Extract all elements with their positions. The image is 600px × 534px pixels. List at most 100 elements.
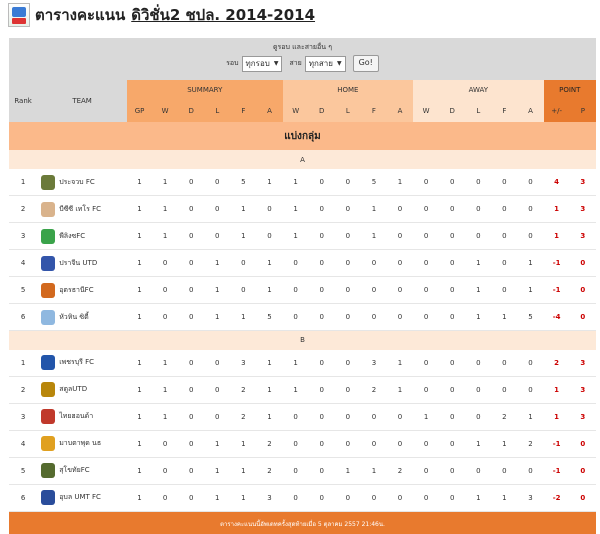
stat-cell: 1 bbox=[491, 430, 518, 458]
stat-cell: 0 bbox=[386, 195, 414, 223]
stat-cell: 1 bbox=[386, 169, 414, 196]
stat-cell: 1 bbox=[230, 484, 257, 512]
team-crest-icon bbox=[41, 382, 56, 397]
table-row: 4 มาบตาพุด นธ 1 0 0 1 1 2 0 0 0 0 0 0 0 1 1 2 -1 0 bbox=[9, 430, 596, 458]
team-link[interactable]: สตูลUTD bbox=[37, 377, 127, 403]
stat-cell: 0 bbox=[308, 403, 335, 431]
stat-cell: 0 bbox=[334, 430, 361, 458]
stat-cell: 1 bbox=[360, 195, 387, 223]
stat-cell: 0 bbox=[282, 249, 309, 277]
stat-cell: 0 bbox=[178, 195, 205, 223]
stat-cell: 1 bbox=[152, 222, 179, 250]
stat-cell: -2 bbox=[543, 484, 570, 512]
stat-cell: 1 bbox=[256, 249, 283, 277]
stat-cell: 1 bbox=[543, 222, 570, 250]
filter-caption: ดูรอบ และสายอื่น ๆ bbox=[272, 43, 333, 51]
stat-cell: 3 bbox=[569, 349, 596, 377]
stat-cell: 1 bbox=[517, 249, 544, 277]
stat-cell: 0 bbox=[386, 484, 414, 512]
team-link[interactable]: อุบล UMT FC bbox=[37, 485, 127, 511]
stat-cell: 5 bbox=[517, 303, 544, 331]
stat-cell: 0 bbox=[334, 484, 361, 512]
rank-cell: 6 bbox=[9, 484, 38, 512]
stat-cell: -1 bbox=[543, 276, 570, 304]
team-link[interactable]: ไทยฮอนด้า bbox=[37, 404, 127, 430]
table-row: 6 อุบล UMT FC 1 0 0 1 1 3 0 0 0 0 0 0 0 1 1 3 -2 0 bbox=[9, 484, 596, 512]
stat-cell: 0 bbox=[386, 249, 414, 277]
go-button[interactable]: Go! bbox=[352, 55, 379, 72]
stat-cell: 0 bbox=[360, 484, 387, 512]
team-link[interactable]: มาบตาพุด นธ bbox=[37, 431, 127, 457]
team-link[interactable]: เพชรบุรี FC bbox=[37, 350, 127, 376]
team-name: ประจวบ FC bbox=[59, 177, 95, 186]
stat-cell: 0 bbox=[308, 222, 335, 250]
league-title-link[interactable]: ดิวิชั่น2 ชปล. 2014-2014 bbox=[131, 6, 316, 24]
stat-cell: 0 bbox=[439, 430, 466, 458]
stat-cell: 0 bbox=[334, 249, 361, 277]
table-row: 4 ปราจีน UTD 1 0 0 1 0 1 0 0 0 0 0 0 0 1 0 1 -1 0 bbox=[9, 249, 596, 277]
page-header: ตารางคะแนน ดิวิชั่น2 ชปล. 2014-2014 bbox=[8, 2, 315, 28]
stat-cell: 0 bbox=[360, 430, 387, 458]
stat-cell: 0 bbox=[386, 276, 414, 304]
team-link[interactable]: ประจวบ FC bbox=[37, 169, 127, 195]
team-link[interactable]: บีซีซี เทโร FC bbox=[37, 196, 127, 222]
round-value: ทุกรอบ bbox=[245, 59, 270, 68]
stat-cell: 0 bbox=[439, 349, 466, 377]
group-value: ทุกสาย bbox=[308, 59, 333, 68]
stat-cell: 1 bbox=[360, 457, 387, 485]
table-row: 3 ไทยฮอนด้า 1 1 0 0 2 1 0 0 0 0 0 1 0 0 2 1 1 3 bbox=[9, 403, 596, 431]
round-label: รอบ bbox=[226, 59, 239, 67]
header-row: Rank TEAM SUMMARY HOME AWAY POINT bbox=[9, 80, 596, 122]
team-crest-icon bbox=[41, 282, 56, 298]
stat-cell: 0 bbox=[517, 349, 544, 377]
stat-cell: 3 bbox=[569, 376, 596, 404]
table-row: 1 ประจวบ FC 1 1 0 0 5 1 1 0 0 5 1 0 0 0 0 0 4 3 bbox=[9, 169, 596, 196]
stat-cell: 2 bbox=[256, 457, 283, 485]
stat-cell: 0 bbox=[308, 276, 335, 304]
team-crest-icon bbox=[41, 409, 56, 424]
col-rank: Rank bbox=[9, 80, 38, 122]
stat-cell: 1 bbox=[543, 403, 570, 431]
stat-cell: 0 bbox=[517, 169, 544, 196]
stat-cell: 1 bbox=[465, 276, 492, 304]
team-crest-icon bbox=[41, 490, 56, 505]
stat-cell: 1 bbox=[126, 303, 153, 331]
stat-cell: 0 bbox=[282, 303, 309, 331]
stat-cell: 0 bbox=[152, 276, 179, 304]
stat-cell: 1 bbox=[256, 276, 283, 304]
stat-cell: 1 bbox=[282, 195, 309, 223]
stat-cell: 0 bbox=[491, 169, 518, 196]
stat-cell: 0 bbox=[439, 222, 466, 250]
rank-cell: 3 bbox=[9, 222, 38, 250]
stat-cell: 0 bbox=[308, 457, 335, 485]
stat-cell: 0 bbox=[569, 484, 596, 512]
team-crest-icon bbox=[41, 436, 56, 451]
team-link[interactable]: สุโขทัยFC bbox=[37, 458, 127, 484]
stat-cell: 0 bbox=[465, 376, 492, 404]
team-name: บีซีซี เทโร FC bbox=[59, 204, 102, 213]
team-name: หัวหิน ซิตี้ bbox=[59, 312, 89, 321]
subcol-header: A bbox=[517, 100, 544, 122]
stat-cell: -1 bbox=[543, 249, 570, 277]
stat-cell: 0 bbox=[465, 195, 492, 223]
stat-cell: 0 bbox=[465, 169, 492, 196]
stat-cell: 0 bbox=[491, 195, 518, 223]
stat-cell: 1 bbox=[360, 222, 387, 250]
stat-cell: 2 bbox=[256, 430, 283, 458]
stat-cell: 3 bbox=[569, 222, 596, 250]
standings-table: Rank TEAM SUMMARY HOME AWAY POINT GP W D L F… bbox=[9, 80, 596, 534]
team-link[interactable]: พีลิงซFC bbox=[37, 223, 127, 249]
stat-cell: 0 bbox=[334, 276, 361, 304]
stat-cell: 0 bbox=[178, 457, 205, 485]
stat-cell: 0 bbox=[491, 349, 518, 377]
stat-cell: 0 bbox=[439, 403, 466, 431]
rank-cell: 1 bbox=[9, 349, 38, 377]
team-link[interactable]: ปราจีน UTD bbox=[37, 250, 127, 276]
team-link[interactable]: อุตรธานีFC bbox=[37, 277, 127, 303]
team-cell: อุตรธานีFC bbox=[37, 276, 127, 304]
round-select[interactable]: ทุกรอบ ▼ bbox=[241, 55, 283, 72]
stat-cell: 0 bbox=[569, 249, 596, 277]
team-link[interactable]: หัวหิน ซิตี้ bbox=[37, 304, 127, 330]
stat-cell: 1 bbox=[491, 303, 518, 331]
group-select[interactable]: ทุกสาย ▼ bbox=[304, 55, 346, 72]
